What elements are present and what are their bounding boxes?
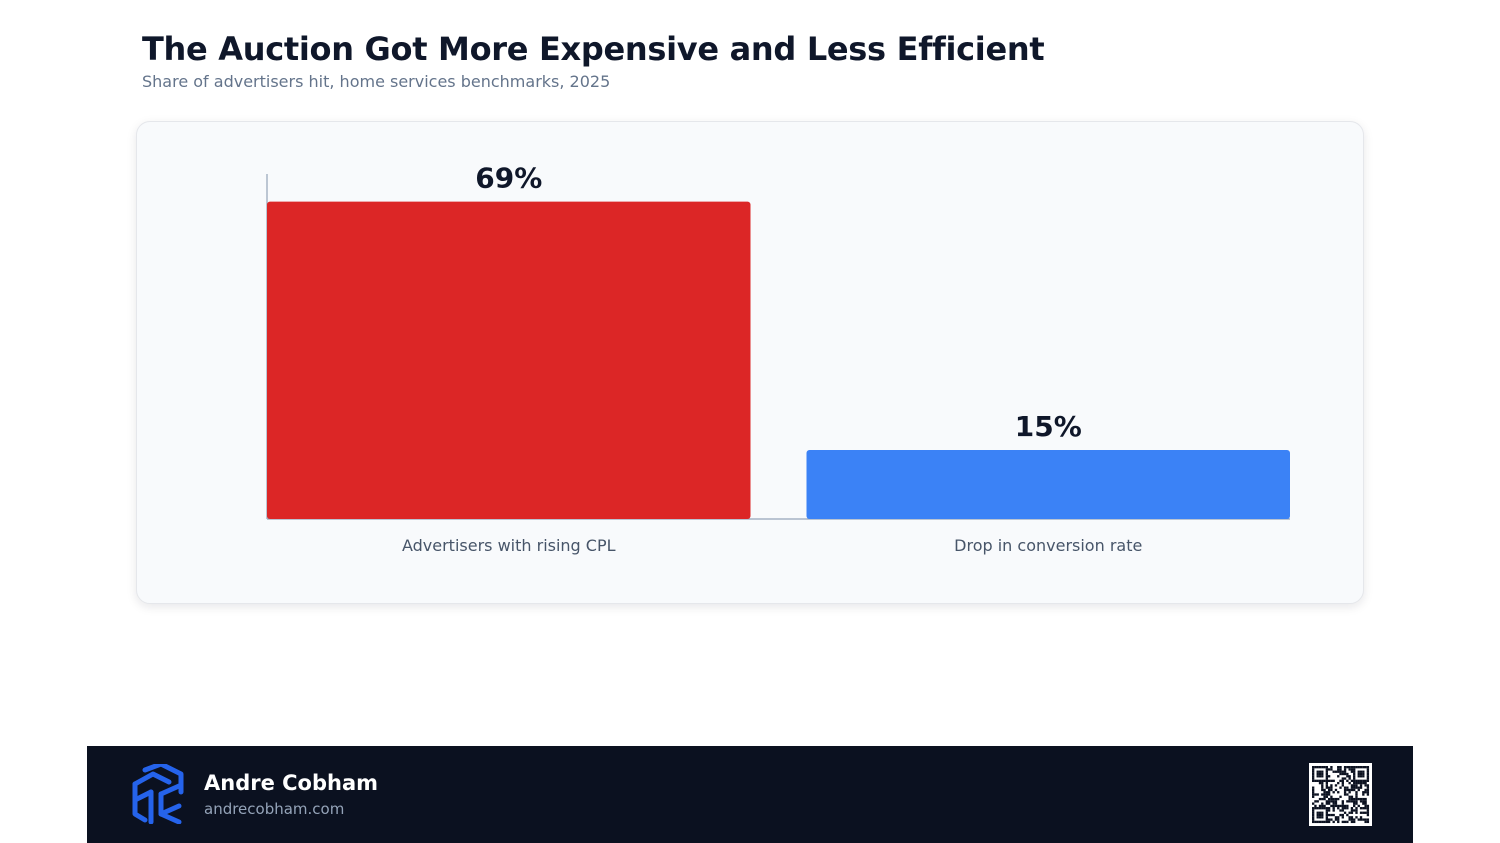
bar-chart: 69% Advertisers with rising CPL 15% Drop in… <box>266 162 1291 555</box>
bar-value-label-2: 15% <box>1015 410 1082 443</box>
qr-code-icon[interactable] <box>1309 763 1372 826</box>
bar-value-label-1: 69% <box>475 162 542 195</box>
page-title: The Auction Got More Expensive and Less … <box>142 30 1045 68</box>
category-label-2: Drop in conversion rate <box>954 536 1142 555</box>
bar-1[interactable] <box>267 201 751 519</box>
brand-name: Andre Cobham <box>204 771 379 795</box>
category-label-1: Advertisers with rising CPL <box>402 536 616 555</box>
footer: Andre Cobham andrecobham.com <box>87 746 1413 843</box>
page-subtitle: Share of advertisers hit, home services … <box>142 72 611 91</box>
brand-url[interactable]: andrecobham.com <box>204 800 345 818</box>
bar-2[interactable] <box>806 450 1291 519</box>
chart-card: 69% Advertisers with rising CPL 15% Drop in… <box>136 121 1364 604</box>
ac-cube-logo-icon <box>132 764 184 824</box>
